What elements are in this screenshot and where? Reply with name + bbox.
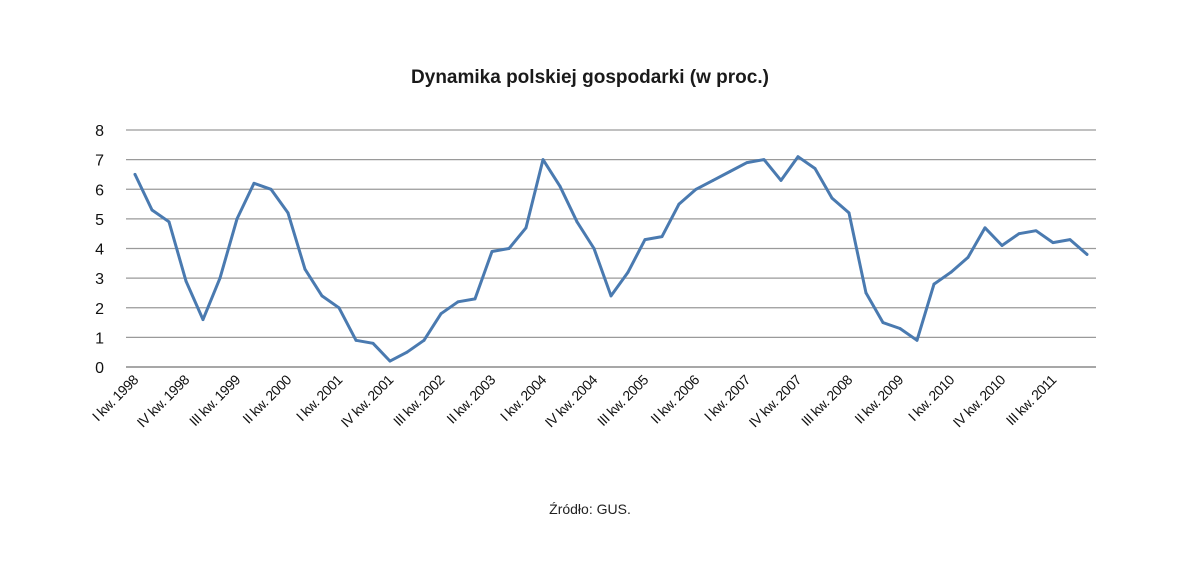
x-tick-label: II kw. 2000 [239, 371, 294, 426]
data-point [694, 187, 698, 191]
data-point [133, 173, 137, 176]
data-point [745, 161, 749, 164]
chart-title: Dynamika polskiej gospodarki (w proc.) [411, 67, 769, 88]
data-point [1051, 241, 1055, 244]
data-point [558, 184, 562, 188]
source-note: Źródło: GUS. [549, 501, 631, 517]
data-point [915, 338, 919, 342]
data-point [711, 178, 715, 182]
data-point [218, 276, 222, 280]
data-point [405, 350, 409, 354]
data-point [609, 294, 613, 298]
data-point [507, 247, 511, 250]
x-tick-label: III kw. 1999 [186, 371, 244, 429]
gridlines [126, 129, 1096, 368]
data-point [898, 327, 902, 330]
data-point [728, 170, 732, 173]
x-tick-label: III kw. 2002 [390, 371, 448, 429]
x-tick-label: I kw. 1998 [89, 371, 142, 424]
data-point [881, 321, 885, 324]
data-point [1085, 253, 1089, 256]
data-point [949, 270, 953, 274]
data-point [864, 291, 868, 295]
data-point [932, 282, 936, 286]
series-layer [133, 155, 1089, 363]
data-point [167, 220, 171, 224]
x-tick-label: III kw. 2005 [594, 371, 652, 429]
data-point [473, 297, 477, 301]
x-tick-label: IV kw. 2007 [746, 371, 805, 430]
data-point [303, 267, 307, 271]
data-point [252, 181, 256, 185]
data-point [1017, 232, 1021, 236]
data-point [847, 211, 851, 215]
data-point [201, 318, 205, 321]
x-tick-label: IV kw. 2010 [950, 371, 1009, 430]
y-tick-label: 4 [95, 242, 104, 259]
data-point [439, 312, 443, 316]
y-tick-label: 6 [95, 182, 104, 199]
y-tick-label: 7 [95, 153, 104, 170]
data-point [575, 220, 579, 224]
data-point [337, 306, 341, 310]
data-point [456, 300, 460, 304]
data-point [235, 217, 239, 221]
y-tick-label: 2 [95, 301, 104, 318]
x-tick-label: I kw. 2004 [497, 371, 550, 424]
x-tick-label: II kw. 2003 [443, 371, 498, 426]
data-point [677, 202, 681, 206]
data-point [796, 155, 800, 159]
data-point [490, 250, 494, 253]
data-point [592, 247, 596, 250]
data-point [643, 238, 647, 242]
x-tick-label: II kw. 2006 [647, 371, 702, 426]
data-point [354, 338, 358, 342]
x-tick-label: I kw. 2010 [905, 371, 958, 424]
data-point [1000, 244, 1004, 247]
y-tick-label: 1 [95, 330, 104, 347]
data-point [371, 341, 375, 345]
x-tick-label: III kw. 2011 [1003, 371, 1060, 428]
x-tick-label: II kw. 2009 [851, 371, 906, 426]
data-point [320, 294, 324, 298]
data-point [524, 226, 528, 230]
data-point [762, 158, 766, 162]
data-point [269, 187, 273, 191]
data-point [660, 235, 664, 239]
series-line [133, 155, 1089, 363]
data-point [422, 338, 426, 342]
y-axis-ticks: 0 1 2 3 4 5 6 7 8 [95, 123, 104, 377]
y-tick-label: 8 [95, 123, 104, 140]
data-point [286, 211, 290, 215]
y-tick-label: 0 [95, 360, 104, 377]
data-point [779, 178, 783, 182]
data-point [184, 279, 188, 283]
y-tick-label: 3 [95, 271, 104, 288]
data-point [541, 158, 545, 162]
x-tick-label: IV kw. 1998 [134, 371, 193, 430]
data-point [830, 196, 834, 200]
data-point [1034, 229, 1038, 233]
x-tick-label: I kw. 2001 [293, 371, 346, 424]
data-point [626, 270, 630, 274]
data-point [388, 359, 392, 363]
x-tick-label: III kw. 2008 [798, 371, 856, 429]
data-point [813, 167, 817, 170]
data-point [150, 208, 154, 212]
data-point [966, 255, 970, 259]
y-tick-label: 5 [95, 212, 104, 229]
x-tick-label: IV kw. 2001 [338, 371, 397, 430]
x-tick-label: IV kw. 2004 [542, 371, 601, 430]
data-point [983, 226, 987, 230]
x-tick-label: I kw. 2007 [701, 371, 754, 424]
data-point [1068, 238, 1072, 242]
